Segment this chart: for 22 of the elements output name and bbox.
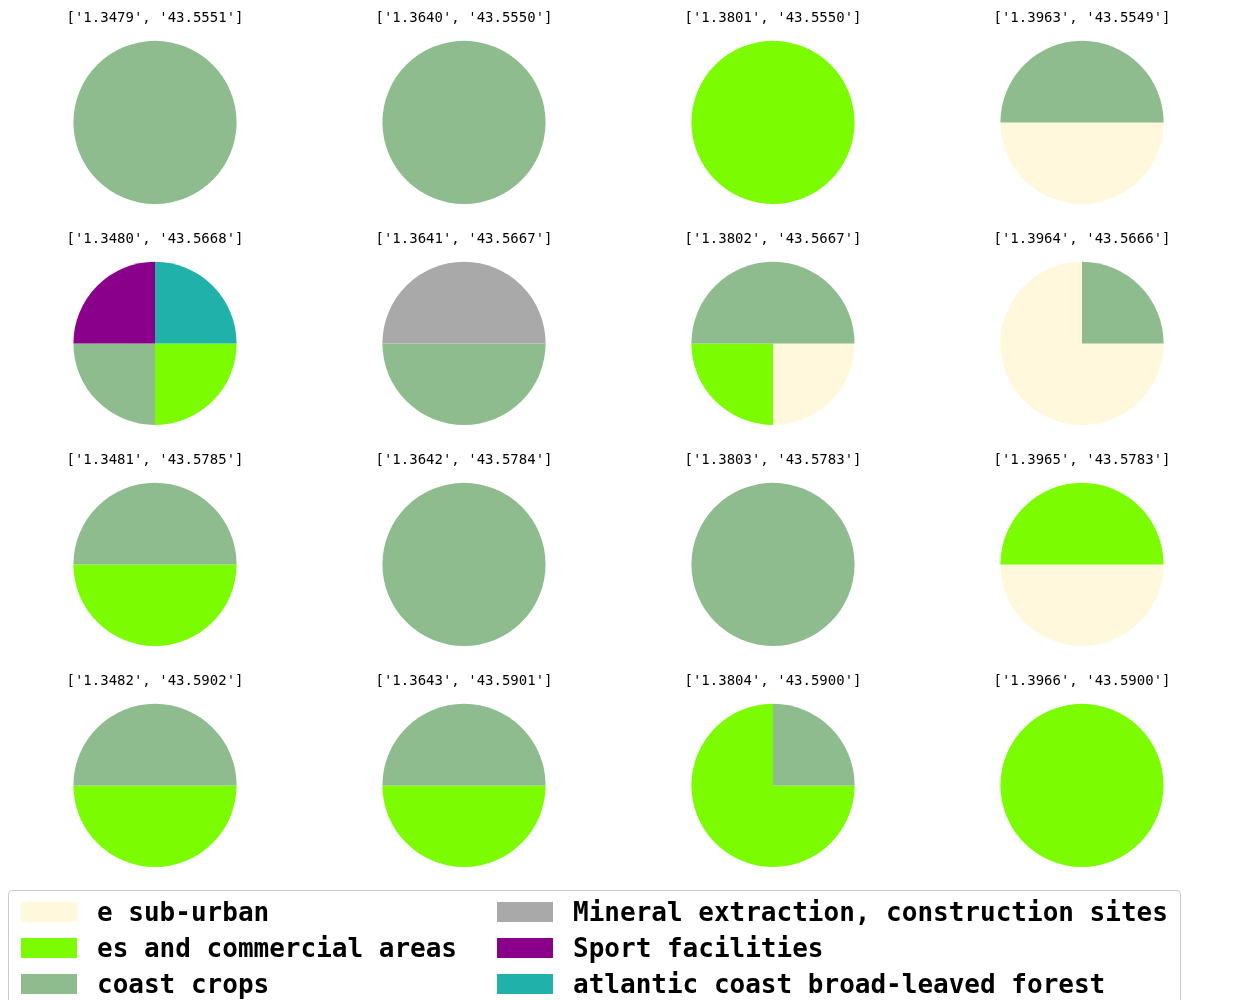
legend-label: Sport facilities bbox=[573, 933, 824, 963]
chart-title: ['1.3641', '43.5667'] bbox=[374, 230, 553, 247]
chart-title: ['1.3963', '43.5549'] bbox=[992, 9, 1171, 26]
legend-label: es and commercial areas bbox=[97, 933, 458, 963]
legend-label: e sub-urban bbox=[97, 897, 270, 927]
legend-label: coast crops bbox=[97, 969, 270, 999]
chart-title: ['1.3482', '43.5902'] bbox=[65, 672, 244, 689]
chart-title: ['1.3480', '43.5668'] bbox=[65, 230, 244, 247]
chart-title: ['1.3643', '43.5901'] bbox=[374, 672, 553, 689]
chart-title: ['1.3804', '43.5900'] bbox=[683, 672, 862, 689]
chart-title: ['1.3964', '43.5666'] bbox=[992, 230, 1171, 247]
chart-title: ['1.3640', '43.5550'] bbox=[374, 9, 553, 26]
chart-title: ['1.3481', '43.5785'] bbox=[65, 451, 244, 468]
chart-title: ['1.3479', '43.5551'] bbox=[65, 9, 244, 26]
chart-title: ['1.3803', '43.5783'] bbox=[683, 451, 862, 468]
chart-title: ['1.3966', '43.5900'] bbox=[992, 672, 1171, 689]
chart-title: ['1.3642', '43.5784'] bbox=[374, 451, 553, 468]
chart-title: ['1.3802', '43.5667'] bbox=[683, 230, 862, 247]
legend-label: Mineral extraction, construction sites bbox=[573, 897, 1168, 927]
chart-title: ['1.3965', '43.5783'] bbox=[992, 451, 1171, 468]
chart-title: ['1.3801', '43.5550'] bbox=[683, 9, 862, 26]
legend-label: atlantic coast broad-leaved forest bbox=[573, 969, 1106, 999]
